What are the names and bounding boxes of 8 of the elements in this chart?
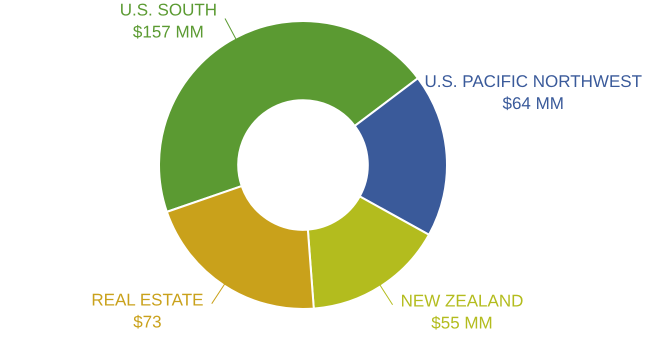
data-label: $55 MM [431,313,493,332]
data-label: $73 [133,312,162,332]
slice-label: REAL ESTATE [91,290,204,310]
slice-label: NEW ZEALAND [400,291,524,310]
slice-label: U.S. SOUTH [120,0,218,20]
data-label: $157 MM [132,22,204,42]
data-label: $64 MM [502,94,564,113]
slice-label: U.S. PACIFIC NORTHWEST [424,72,642,91]
